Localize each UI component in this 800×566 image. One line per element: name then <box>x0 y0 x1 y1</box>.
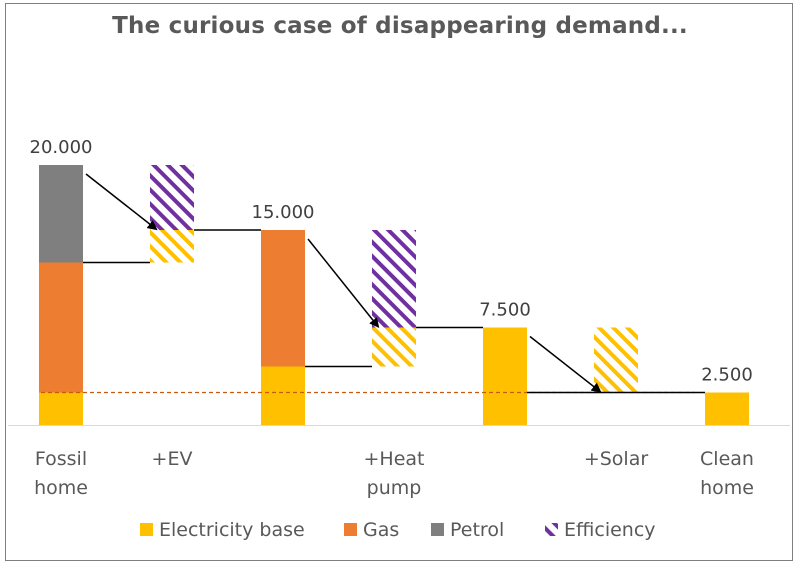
bar-segment-electricity-base <box>39 392 83 425</box>
legend-label-petrol: Petrol <box>450 519 504 541</box>
bar-segment-electricity-base <box>483 327 527 425</box>
category-label: Clean <box>700 448 754 470</box>
bar-segment-gas <box>261 230 305 367</box>
category-label: +Solar <box>584 448 649 470</box>
legend-swatch-efficiency <box>545 523 558 536</box>
category-label: pump <box>367 477 422 499</box>
category-label: +EV <box>152 448 193 470</box>
legend-label-efficiency: Efficiency <box>564 519 656 541</box>
legend-swatch-petrol <box>431 523 444 536</box>
waterfall-arrow <box>85 173 158 231</box>
chart-title: The curious case of disappearing demand.… <box>112 13 688 39</box>
category-label: home <box>34 477 88 499</box>
category-label: Fossil <box>35 448 87 470</box>
data-label: 20.000 <box>30 137 93 158</box>
bar-segment-gas <box>39 262 83 393</box>
data-label: 15.000 <box>252 202 315 223</box>
bar-segment-efficiency <box>372 230 416 328</box>
bar-segment-electricity-base <box>150 230 194 263</box>
legend-swatch-gas <box>344 523 357 536</box>
legend-swatch-electricity-base <box>140 523 153 536</box>
data-label: 7.500 <box>479 300 531 321</box>
legend-label-electricity-base: Electricity base <box>159 519 305 541</box>
bar-segment-electricity-base <box>594 327 638 393</box>
bar-segment-electricity-base <box>705 392 749 425</box>
bar-segment-electricity-base <box>261 366 305 425</box>
category-label: +Heat <box>364 448 425 470</box>
waterfall-arrow <box>307 238 380 329</box>
legend-label-gas: Gas <box>363 519 399 541</box>
bar-segment-electricity-base <box>372 327 416 367</box>
bar-segment-petrol <box>39 165 83 263</box>
bar-segment-efficiency <box>150 165 194 230</box>
data-label: 2.500 <box>701 365 753 386</box>
category-label: home <box>700 477 754 499</box>
waterfall-arrow <box>529 335 602 393</box>
